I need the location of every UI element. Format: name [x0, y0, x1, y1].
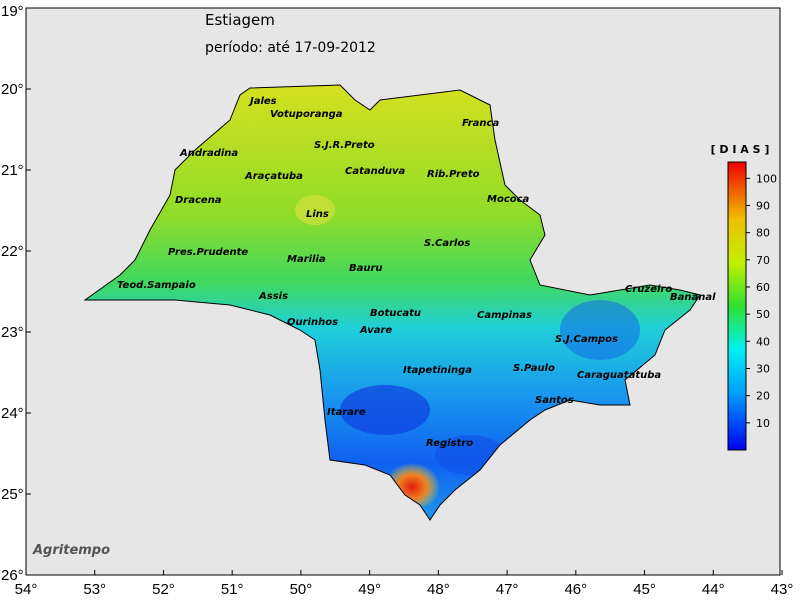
city-label: Jales: [248, 96, 277, 107]
city-label: S.J.Campos: [555, 334, 618, 345]
city-label: Pres.Prudente: [168, 247, 248, 258]
lon-tick-label: 52°: [152, 581, 175, 598]
colorbar-title: [ D I A S ]: [711, 143, 770, 156]
city-label: Botucatu: [370, 308, 421, 319]
city-label: Bananal: [670, 292, 716, 303]
lon-tick-label: 54°: [15, 581, 38, 598]
lat-tick-label: 21°: [1, 162, 24, 179]
city-label: Avare: [359, 325, 392, 336]
lon-tick-label: 53°: [83, 581, 106, 598]
colorbar-tick-label: 20: [756, 390, 770, 403]
colorbar-tick-label: 90: [756, 199, 770, 212]
map-title: Estiagem: [205, 11, 275, 29]
lat-tick-label: 23°: [1, 324, 24, 341]
city-label: Assis: [258, 291, 288, 302]
city-label: Lins: [306, 209, 329, 220]
colorbar-tick-label: 70: [756, 254, 770, 267]
city-label: S.Carlos: [424, 238, 470, 249]
lon-tick-label: 49°: [358, 581, 381, 598]
city-label: S.J.R.Preto: [314, 140, 375, 151]
colorbar-tick-label: 100: [756, 172, 777, 185]
colorbar-tick-label: 60: [756, 281, 770, 294]
city-label: Dracena: [175, 195, 222, 206]
lon-tick-label: 47°: [496, 581, 519, 598]
lat-tick-label: 22°: [1, 243, 24, 260]
city-label: Itarare: [327, 407, 366, 418]
lat-tick-label: 19°: [1, 3, 24, 20]
lon-tick-label: 51°: [221, 581, 244, 598]
credit: Agritempo: [32, 543, 110, 558]
city-label: Votuporanga: [270, 109, 343, 120]
city-label: Rib.Preto: [427, 169, 480, 180]
cities: Jales Votuporanga Franca S.J.R.Preto And…: [117, 96, 716, 449]
city-label: Cruzeiro: [625, 284, 672, 295]
colorbar-tick-label: 30: [756, 362, 770, 375]
city-label: Campinas: [477, 310, 532, 321]
colorbar-tick-label: 80: [756, 227, 770, 240]
city-label: Franca: [462, 118, 499, 129]
lon-tick-label: 48°: [427, 581, 450, 598]
lat-tick-label: 25°: [1, 486, 24, 503]
lon-tick-label: 45°: [633, 581, 656, 598]
lat-tick-label: 26°: [1, 567, 24, 584]
lat-tick-label: 24°: [1, 405, 24, 422]
lon-tick-label: 44°: [702, 581, 725, 598]
colorbar: [727, 161, 747, 451]
city-label: Andradina: [179, 148, 238, 159]
colorbar-tick-label: 10: [756, 417, 770, 430]
colorbar-tick-label: 40: [756, 335, 770, 348]
city-label: S.Paulo: [513, 363, 555, 374]
city-label: Bauru: [349, 263, 383, 274]
lon-tick-label: 50°: [290, 581, 313, 598]
colorbar-tick-label: 50: [756, 308, 770, 321]
city-label: Registro: [426, 438, 473, 449]
city-label: Araçatuba: [244, 171, 303, 182]
lat-tick-label: 20°: [1, 81, 24, 98]
city-label: Teod.Sampaio: [117, 280, 196, 291]
lon-tick-label: 43°: [771, 581, 794, 598]
city-label: Caraguatatuba: [577, 370, 661, 381]
map-subtitle: período: até 17-09-2012: [205, 40, 376, 56]
lon-tick-label: 46°: [564, 581, 587, 598]
city-label: Itapetininga: [403, 365, 472, 376]
city-label: Catanduva: [345, 166, 406, 177]
city-label: Santos: [535, 395, 574, 406]
city-label: Ourinhos: [287, 317, 338, 328]
city-label: Mococa: [487, 194, 530, 205]
city-label: Marilia: [287, 254, 326, 265]
